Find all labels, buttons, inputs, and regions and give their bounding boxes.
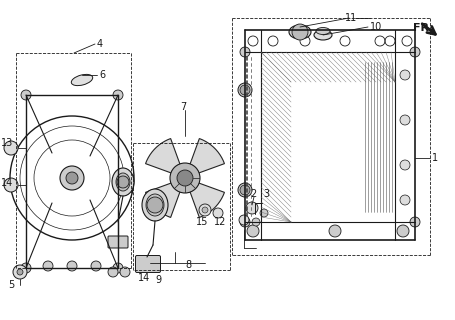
Text: 9: 9: [155, 275, 161, 285]
Circle shape: [21, 263, 31, 273]
Circle shape: [21, 90, 31, 100]
Ellipse shape: [238, 83, 252, 97]
Circle shape: [400, 160, 410, 170]
Ellipse shape: [316, 28, 330, 35]
Circle shape: [329, 225, 341, 237]
Circle shape: [240, 217, 250, 227]
Text: 1: 1: [432, 153, 438, 163]
Text: 4: 4: [97, 39, 103, 49]
Circle shape: [4, 141, 18, 155]
Text: 14: 14: [138, 273, 150, 283]
Ellipse shape: [289, 25, 311, 39]
Circle shape: [400, 70, 410, 80]
Text: 11: 11: [345, 13, 357, 23]
Circle shape: [113, 90, 123, 100]
Ellipse shape: [146, 194, 164, 216]
Ellipse shape: [71, 74, 93, 86]
Polygon shape: [190, 183, 224, 218]
Circle shape: [43, 261, 53, 271]
Circle shape: [13, 265, 27, 279]
Polygon shape: [146, 139, 180, 173]
Circle shape: [260, 209, 268, 217]
Circle shape: [120, 267, 130, 277]
Circle shape: [199, 204, 211, 216]
Circle shape: [239, 215, 249, 225]
FancyBboxPatch shape: [108, 236, 128, 248]
Circle shape: [397, 225, 409, 237]
Text: 5: 5: [8, 280, 14, 290]
Circle shape: [17, 269, 23, 275]
Text: 10: 10: [370, 22, 382, 32]
Text: 13: 13: [1, 138, 13, 148]
Text: 7: 7: [180, 102, 186, 112]
Circle shape: [67, 261, 77, 271]
Text: 2: 2: [250, 189, 256, 199]
Text: FR.: FR.: [413, 23, 434, 33]
Circle shape: [4, 178, 18, 192]
Circle shape: [240, 47, 250, 57]
Text: 14: 14: [1, 178, 13, 188]
Circle shape: [60, 166, 84, 190]
Ellipse shape: [142, 189, 168, 221]
Text: 8: 8: [185, 260, 191, 270]
Circle shape: [246, 202, 258, 214]
Circle shape: [66, 172, 78, 184]
Circle shape: [117, 176, 129, 188]
Circle shape: [113, 263, 123, 273]
Circle shape: [147, 197, 163, 213]
Circle shape: [240, 185, 250, 195]
Circle shape: [400, 195, 410, 205]
Circle shape: [108, 267, 118, 277]
Circle shape: [240, 85, 250, 95]
Circle shape: [202, 207, 208, 213]
Ellipse shape: [314, 30, 332, 40]
Circle shape: [91, 261, 101, 271]
Polygon shape: [146, 183, 180, 218]
Circle shape: [177, 170, 193, 186]
Text: 3: 3: [263, 189, 269, 199]
Text: 12: 12: [214, 217, 227, 227]
Circle shape: [213, 208, 223, 218]
Circle shape: [247, 225, 259, 237]
Ellipse shape: [112, 168, 134, 196]
Circle shape: [410, 217, 420, 227]
Circle shape: [410, 47, 420, 57]
Circle shape: [292, 24, 308, 40]
Ellipse shape: [116, 173, 130, 191]
Circle shape: [400, 115, 410, 125]
Circle shape: [170, 163, 200, 193]
Ellipse shape: [238, 183, 252, 197]
Text: 15: 15: [196, 217, 208, 227]
FancyBboxPatch shape: [136, 255, 161, 273]
Circle shape: [252, 218, 260, 226]
Text: 6: 6: [99, 70, 105, 80]
Polygon shape: [190, 139, 224, 173]
